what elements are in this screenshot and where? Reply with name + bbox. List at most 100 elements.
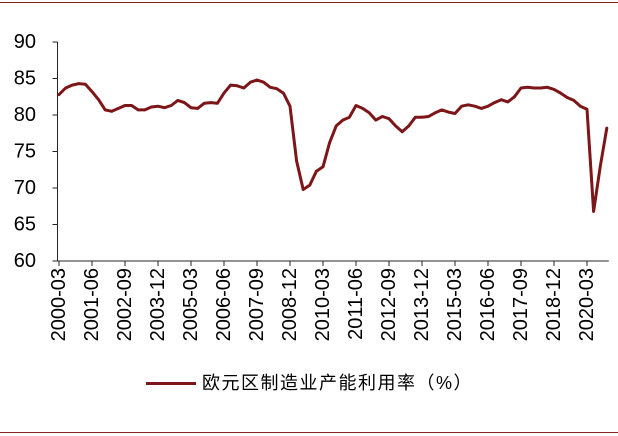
legend-label: 欧元区制造业产能利用率（%） xyxy=(202,373,474,393)
data-point xyxy=(400,130,404,134)
data-point xyxy=(64,86,67,90)
y-tick-label: 80 xyxy=(14,104,36,126)
data-point xyxy=(110,110,114,113)
data-point xyxy=(288,104,292,108)
x-tick-label: 2015-03 xyxy=(444,268,466,341)
data-point xyxy=(216,102,219,105)
legend: 欧元区制造业产能利用率（%） xyxy=(146,370,473,396)
data-point xyxy=(407,124,411,128)
x-tick-label: 2000-03 xyxy=(48,268,70,341)
data-point xyxy=(493,101,496,104)
data-point xyxy=(354,104,358,107)
legend-swatch xyxy=(146,381,196,385)
data-point xyxy=(123,104,127,107)
x-tick-label: 2001-06 xyxy=(81,268,103,341)
data-point xyxy=(334,124,338,128)
data-point xyxy=(486,104,490,108)
data-point xyxy=(585,107,589,111)
data-point xyxy=(565,96,569,99)
data-point xyxy=(255,78,259,82)
data-point xyxy=(381,115,384,118)
data-point xyxy=(136,108,140,112)
data-point xyxy=(466,103,470,107)
x-tick-label: 2011-06 xyxy=(345,268,367,340)
x-tick-label: 2017-09 xyxy=(510,268,532,341)
data-point xyxy=(103,108,107,112)
data-point xyxy=(189,106,193,109)
data-point xyxy=(499,98,503,101)
data-point xyxy=(519,86,523,90)
data-point xyxy=(605,126,609,130)
data-point xyxy=(249,80,252,84)
data-point xyxy=(57,93,61,96)
data-point xyxy=(315,169,318,173)
x-tick-label: 2005-03 xyxy=(180,268,202,341)
x-tick-label: 2020-03 xyxy=(576,268,598,341)
series-line xyxy=(57,78,609,213)
data-point xyxy=(572,99,576,102)
data-point xyxy=(117,107,120,110)
data-point xyxy=(387,117,391,120)
y-tick-label: 85 xyxy=(14,68,36,90)
data-point xyxy=(282,91,285,95)
data-point xyxy=(546,85,549,89)
data-point xyxy=(321,165,325,169)
data-point xyxy=(579,104,582,108)
data-point xyxy=(235,84,239,88)
data-point xyxy=(301,188,305,191)
data-point xyxy=(308,183,312,187)
data-point xyxy=(70,83,74,87)
y-tick-label: 70 xyxy=(14,177,36,199)
y-tick-label: 60 xyxy=(14,250,36,272)
data-point xyxy=(84,83,87,86)
data-point xyxy=(77,82,81,85)
data-point xyxy=(427,115,430,118)
x-tick-label: 2012-09 xyxy=(378,268,400,341)
y-tick-label: 75 xyxy=(14,141,36,163)
top-rule xyxy=(0,2,618,3)
data-point xyxy=(328,141,331,145)
data-point xyxy=(169,104,173,107)
data-point xyxy=(97,98,100,101)
data-point xyxy=(433,111,437,115)
data-point xyxy=(341,118,345,122)
data-point xyxy=(473,104,477,108)
data-point xyxy=(592,210,595,213)
x-tick-label: 2002-09 xyxy=(114,268,136,341)
data-point xyxy=(367,111,371,115)
data-point xyxy=(222,91,226,95)
data-point xyxy=(361,107,364,110)
data-point xyxy=(229,83,232,87)
x-tick-label: 2018-12 xyxy=(543,268,565,341)
data-point xyxy=(150,105,153,109)
data-point xyxy=(242,86,246,90)
data-point xyxy=(539,86,543,90)
data-point xyxy=(209,101,213,104)
data-point xyxy=(196,107,199,110)
x-tick-label: 2006-06 xyxy=(213,268,235,341)
y-tick-label: 90 xyxy=(14,31,36,53)
data-point xyxy=(440,108,444,112)
data-point xyxy=(447,110,450,114)
data-point xyxy=(295,159,298,163)
x-tick-label: 2003-12 xyxy=(147,268,169,341)
data-point xyxy=(176,99,180,102)
data-point xyxy=(374,118,378,122)
data-point xyxy=(156,104,160,108)
data-point xyxy=(163,106,166,109)
data-point xyxy=(143,108,147,112)
data-point xyxy=(506,100,510,104)
data-point xyxy=(598,165,602,169)
y-tick-label: 65 xyxy=(14,214,36,236)
bottom-rule xyxy=(0,432,618,433)
data-point xyxy=(460,104,463,108)
data-point xyxy=(513,95,516,99)
data-point xyxy=(414,115,417,119)
x-tick-label: 2016-06 xyxy=(477,268,499,341)
data-point xyxy=(275,87,279,91)
data-point xyxy=(183,101,186,104)
x-tick-label: 2010-03 xyxy=(312,268,334,341)
data-point xyxy=(348,115,351,119)
x-tick-label: 2007-09 xyxy=(246,268,268,341)
